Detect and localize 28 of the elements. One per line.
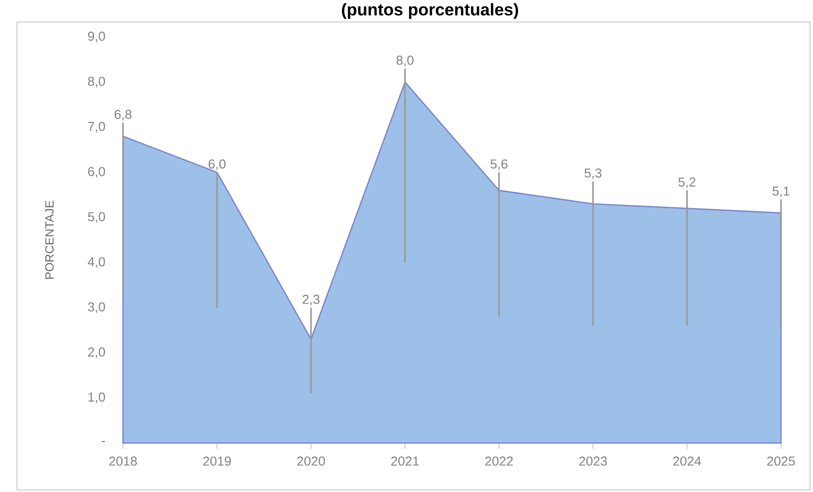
x-tick-label: 2019 (203, 456, 231, 466)
data-label: 8,0 (396, 56, 414, 66)
data-label: 2,3 (302, 294, 320, 306)
y-tick-label: 4,0 (88, 257, 105, 268)
x-tick-label: 2020 (297, 456, 325, 466)
y-tick-label: 1,0 (88, 392, 105, 404)
y-tick-label: 8,0 (88, 76, 105, 88)
data-label: 5,6 (490, 159, 508, 170)
data-label: 5,2 (678, 177, 696, 188)
y-tick-label: 7,0 (88, 122, 105, 133)
data-label: 5,1 (772, 186, 790, 198)
x-tick-label: 2024 (673, 456, 702, 466)
data-label: 6,0 (208, 159, 226, 170)
y-axis-title: PORCENTAJE (45, 200, 54, 279)
y-tick-label: 2,0 (88, 347, 105, 358)
y-tick-label: 6,0 (88, 166, 105, 178)
x-tick-label: 2018 (109, 456, 137, 466)
x-tick-label: 2025 (767, 456, 795, 466)
chart-title: (puntos porcentuales) (342, 3, 518, 19)
data-label: 6,8 (114, 110, 132, 121)
y-tick-label: 9,0 (88, 32, 105, 42)
x-tick-label: 2021 (391, 456, 419, 466)
y-tick-label: 3,0 (88, 302, 105, 314)
y-tick-label: 5,0 (88, 212, 105, 223)
x-tick-label: 2022 (485, 456, 513, 466)
data-label: 5,3 (584, 168, 602, 180)
y-tick-label: - (102, 441, 105, 442)
x-tick-label: 2023 (579, 456, 607, 466)
